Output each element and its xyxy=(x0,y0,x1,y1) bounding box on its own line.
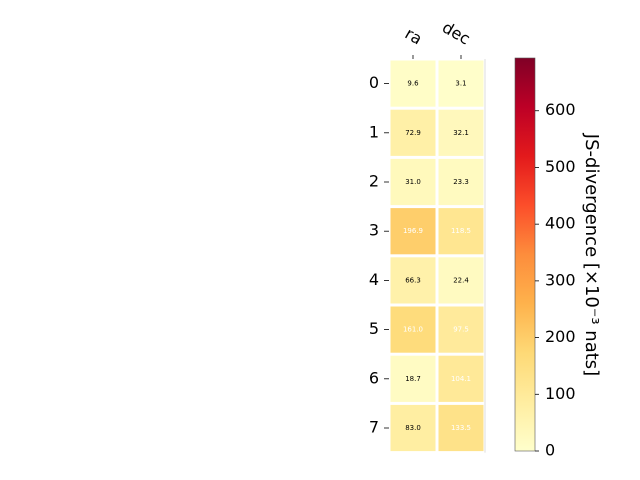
colorbar-label: JS-divergence [×10⁻³ nats] xyxy=(581,133,602,376)
cell-value-label: 97.5 xyxy=(453,326,469,334)
cell-value-labels: 9.6 3.1 72.9 32.1 31.0 23.3 196.9 118.5 66.3 22.4… xyxy=(403,80,471,432)
heatmap-cell-5-ra xyxy=(390,306,436,353)
colorbar-tick-label: 600 xyxy=(545,100,576,119)
cell-value-label: 23.3 xyxy=(453,178,469,186)
heatmap-cells xyxy=(390,59,486,453)
cell-value-label: 133.5 xyxy=(451,424,471,432)
cell-value-label: 31.0 xyxy=(405,178,421,186)
column-tick-label: dec xyxy=(439,18,473,49)
row-tick-label: 0 xyxy=(369,73,379,92)
colorbar-ticks: 0 100 200 300 400 500 600 xyxy=(535,100,576,460)
cell-value-label: 104.1 xyxy=(451,375,471,383)
row-tick-label: 5 xyxy=(369,319,379,338)
cell-value-label: 66.3 xyxy=(405,276,421,284)
cell-value-label: 32.1 xyxy=(453,129,469,137)
cell-value-label: 22.4 xyxy=(453,276,469,284)
heatmap-cell-3-dec xyxy=(438,208,484,255)
cell-value-label: 161.0 xyxy=(403,326,423,334)
cell-value-label: 3.1 xyxy=(455,80,466,88)
colorbar-tick-label: 200 xyxy=(545,327,576,346)
heatmap-cell-6-ra xyxy=(390,355,436,402)
row-tick-label: 6 xyxy=(369,368,379,387)
cell-value-label: 9.6 xyxy=(407,80,419,88)
cell-value-label: 72.9 xyxy=(405,129,421,137)
cell-value-label: 196.9 xyxy=(403,227,423,235)
heatmap-cell-2-ra xyxy=(390,158,436,206)
colorbar-tick-label: 500 xyxy=(545,157,576,176)
column-tick-labels: ra dec xyxy=(402,18,474,59)
row-tick-label: 1 xyxy=(369,122,379,141)
row-tick-label: 2 xyxy=(369,172,379,191)
heatmap-cell-3-ra xyxy=(390,208,436,255)
heatmap-cell-0-ra xyxy=(390,60,436,107)
colorbar-tick-label: 100 xyxy=(545,384,576,403)
row-tick-label: 7 xyxy=(369,418,379,437)
heatmap-cell-2-dec xyxy=(438,158,484,206)
colorbar-tick-label: 0 xyxy=(545,441,555,460)
cell-value-label: 83.0 xyxy=(405,424,421,432)
heatmap-cell-7-dec xyxy=(438,404,484,452)
heatmap-cell-4-ra xyxy=(390,257,436,304)
cell-value-label: 118.5 xyxy=(451,227,471,235)
colorbar-tick-label: 300 xyxy=(545,270,576,289)
heatmap-cell-5-dec xyxy=(438,306,484,353)
heatmap-cell-0-dec xyxy=(438,60,484,107)
row-tick-label: 3 xyxy=(369,221,379,240)
colorbar-gradient xyxy=(514,57,536,452)
column-tick-label: ra xyxy=(402,24,426,49)
colorbar: 0 100 200 300 400 500 600 JS-divergence [×10⁻³… xyxy=(514,57,602,460)
cell-value-label: 18.7 xyxy=(405,375,421,383)
heatmap-cell-1-ra xyxy=(390,109,436,156)
row-tick-labels: 0 1 2 3 4 5 6 7 xyxy=(369,73,389,437)
heatmap-cell-6-dec xyxy=(438,355,484,402)
row-tick-label: 4 xyxy=(369,270,379,289)
heatmap-cell-7-ra xyxy=(390,404,436,452)
heatmap-cell-1-dec xyxy=(438,109,484,156)
heatmap-cell-4-dec xyxy=(438,257,484,304)
colorbar-tick-label: 400 xyxy=(545,214,576,233)
